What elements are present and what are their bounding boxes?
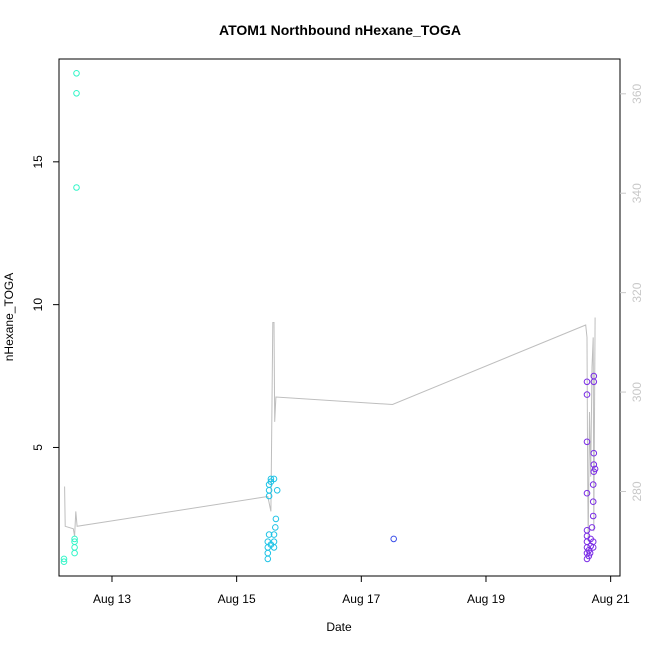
x-tick-label: Aug 13: [93, 592, 131, 606]
data-point: [71, 544, 78, 551]
data-point: [583, 532, 591, 540]
data-point: [588, 524, 596, 531]
data-point: [270, 531, 278, 538]
data-point: [71, 535, 78, 543]
data-point: [590, 461, 598, 468]
data-point: [589, 512, 597, 520]
data-point: [583, 378, 591, 386]
data-point: [60, 555, 68, 563]
line-layer: [64, 317, 596, 542]
x-tick-label: Aug 19: [467, 592, 505, 606]
points-layer: [60, 70, 599, 566]
y2-tick-label: 340: [630, 183, 644, 203]
plot-frame: [58, 58, 621, 577]
data-point: [73, 184, 80, 191]
data-point: [273, 487, 281, 494]
data-point: [589, 498, 597, 506]
y-tick-label: 5: [31, 444, 45, 451]
secondary-y-axis: 280 300 320 340 360: [620, 83, 644, 502]
data-point: [71, 549, 78, 557]
data-point: [60, 558, 68, 566]
y2-tick-label: 300: [630, 382, 644, 402]
data-point: [264, 549, 272, 557]
data-point: [589, 481, 597, 488]
series-line: [64, 317, 596, 542]
data-point: [270, 475, 278, 483]
x-tick-label: Aug 17: [342, 592, 380, 606]
data-point: [73, 70, 80, 77]
y2-tick-label: 280: [630, 481, 644, 501]
y-tick-label: 10: [31, 298, 45, 312]
data-point: [264, 555, 272, 563]
data-point: [583, 391, 591, 398]
data-point: [73, 90, 80, 97]
x-axis-label: Date: [326, 620, 352, 634]
y-tick-label: 15: [31, 155, 45, 169]
y-axis-label: nHexane_TOGA: [2, 273, 16, 362]
y2-tick-label: 320: [630, 282, 644, 302]
x-tick-label: Aug 15: [218, 592, 256, 606]
x-axis: Aug 13 Aug 15 Aug 17 Aug 19 Aug 21: [93, 576, 630, 606]
data-point: [589, 538, 597, 546]
data-point: [267, 475, 275, 483]
data-point: [591, 465, 599, 473]
data-point: [272, 515, 280, 523]
data-point: [71, 538, 78, 546]
data-point: [272, 524, 279, 531]
data-point: [390, 535, 398, 543]
y-axis: 5 10 15: [31, 155, 59, 451]
data-point: [583, 489, 591, 497]
data-point: [590, 372, 598, 380]
data-point: [270, 538, 278, 546]
chart-title: ATOM1 Northbound nHexane_TOGA: [219, 22, 461, 38]
data-point: [583, 438, 591, 446]
x-tick-label: Aug 21: [592, 592, 630, 606]
data-point: [583, 527, 591, 534]
data-point: [586, 549, 594, 557]
data-point: [590, 449, 598, 457]
data-point: [265, 531, 273, 538]
y2-tick-label: 360: [630, 83, 644, 103]
